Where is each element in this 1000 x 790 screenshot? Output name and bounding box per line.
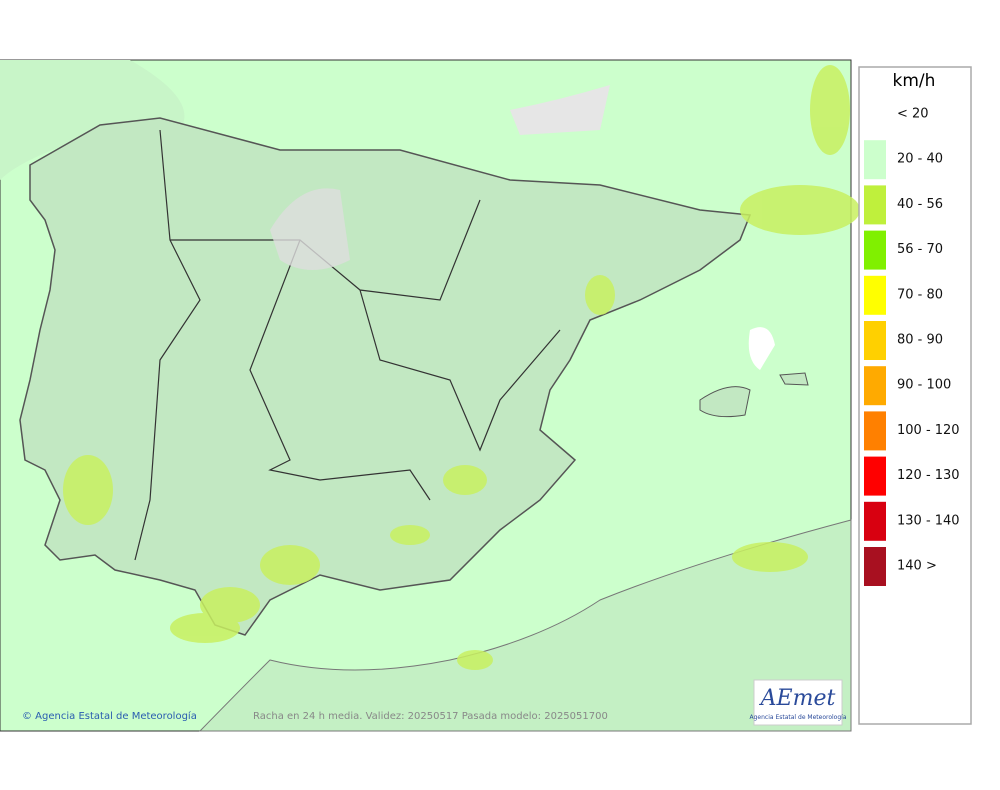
legend-title: km/h	[893, 71, 936, 91]
legend-swatch	[864, 547, 886, 586]
legend-swatch	[864, 411, 886, 451]
legend-label: 90 - 100	[897, 378, 951, 393]
legend-label: 130 - 140	[897, 513, 960, 528]
logo-subtitle: Agencia Estatal de Meteorología	[750, 714, 847, 721]
map-land	[0, 60, 852, 732]
legend-label: 140 >	[897, 559, 937, 574]
legend-label: 20 - 40	[897, 152, 943, 167]
legend-swatch	[864, 501, 886, 541]
credit: © Agencia Estatal de Meteorología	[22, 710, 197, 722]
legend: km/h < 20 20 - 40 40 - 56 56 - 70 70 - 80 80 …	[858, 66, 972, 725]
legend-swatch	[864, 366, 886, 406]
legend-label: 120 - 130	[897, 468, 960, 483]
legend-label: 80 - 90	[897, 333, 943, 348]
legend-swatch	[864, 321, 886, 360]
legend-label: 70 - 80	[897, 287, 943, 302]
gust-areas	[63, 65, 860, 670]
legend-swatch	[864, 185, 886, 225]
logo: AEmet Agencia Estatal de Meteorología	[750, 679, 847, 726]
legend-swatch	[864, 140, 886, 180]
legend-swatch	[864, 456, 886, 496]
legend-label: 100 - 120	[897, 423, 960, 438]
legend-swatch	[864, 275, 886, 315]
legend-swatch	[864, 230, 886, 270]
legend-label: < 20	[897, 107, 929, 122]
logo-name: AEmet	[759, 686, 836, 711]
caption: Racha en 24 h media. Validez: 20250517 P…	[253, 711, 608, 722]
legend-label: 40 - 56	[897, 197, 943, 212]
legend-label: 56 - 70	[897, 242, 943, 257]
